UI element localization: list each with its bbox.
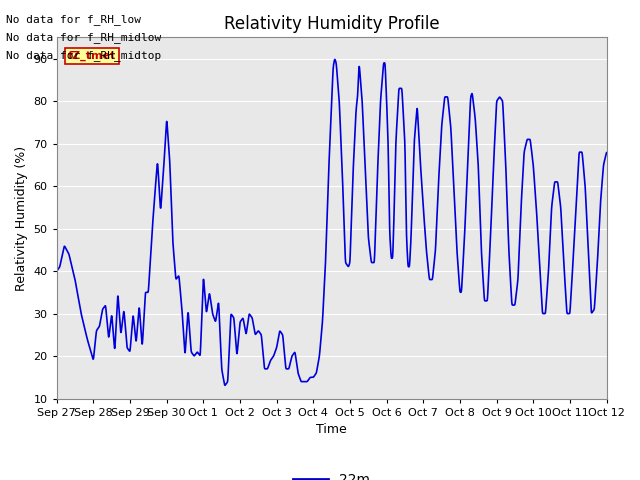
Y-axis label: Relativity Humidity (%): Relativity Humidity (%) bbox=[15, 145, 28, 290]
Text: No data for f_RH_midlow: No data for f_RH_midlow bbox=[6, 32, 162, 43]
Title: Relativity Humidity Profile: Relativity Humidity Profile bbox=[224, 15, 440, 33]
Text: No data for f_RH_midtop: No data for f_RH_midtop bbox=[6, 50, 162, 61]
Text: fZ_tmet: fZ_tmet bbox=[68, 51, 116, 61]
Text: No data for f_RH_low: No data for f_RH_low bbox=[6, 13, 141, 24]
X-axis label: Time: Time bbox=[316, 423, 347, 436]
Legend: 22m: 22m bbox=[287, 468, 376, 480]
